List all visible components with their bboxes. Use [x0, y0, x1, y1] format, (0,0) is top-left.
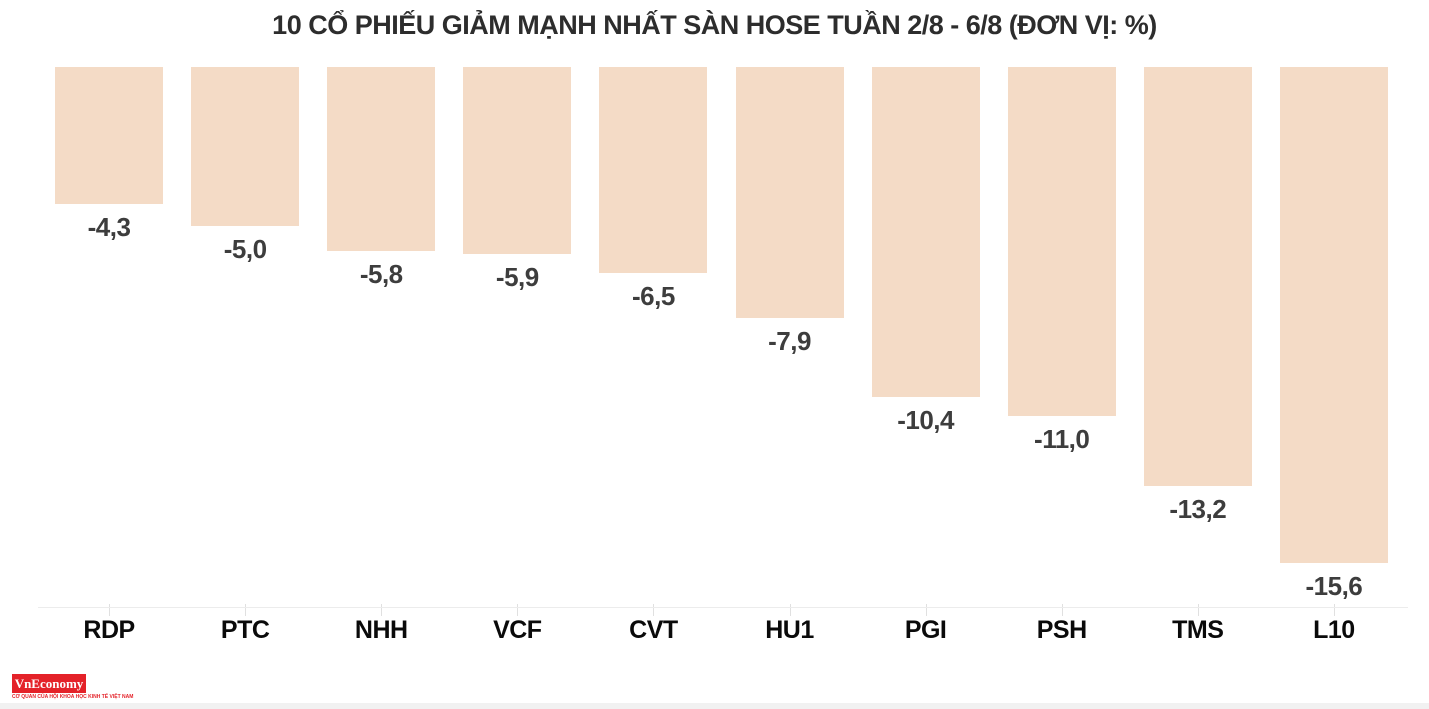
bar-group-tms: -13,2	[1130, 67, 1266, 616]
bar	[599, 67, 708, 273]
category-label: CVT	[629, 616, 678, 644]
page-bottom-edge	[0, 703, 1429, 709]
value-label: -5,9	[495, 262, 539, 292]
axis-tick	[517, 604, 519, 616]
value-label: -10,4	[897, 405, 954, 435]
bar-group-cvt: -6,5	[585, 67, 721, 616]
bar	[735, 67, 844, 318]
axis-tick	[1197, 604, 1199, 616]
vneconomy-logo-text: VnEconomy	[14, 675, 84, 691]
value-label: -5,0	[223, 234, 267, 264]
axis-tick	[653, 604, 655, 616]
bar-group-nhh: -5,8	[313, 67, 449, 616]
vneconomy-logo-tagline: CƠ QUAN CỦA HỘI KHOA HỌC KINH TẾ VIỆT NA…	[12, 694, 134, 700]
axis-tick	[381, 604, 383, 616]
bar	[463, 67, 572, 254]
category-label: PGI	[904, 616, 947, 644]
value-label: -7,9	[768, 326, 811, 356]
bar-group-ptc: -5,0	[177, 67, 313, 616]
value-label: -5,8	[359, 259, 403, 289]
bar	[55, 67, 164, 204]
bar	[327, 67, 436, 251]
bar	[871, 67, 980, 397]
bar-group-psh: -11,0	[994, 67, 1130, 616]
category-label: PSH	[1036, 616, 1087, 644]
category-label: NHH	[354, 616, 408, 644]
category-label: RDP	[83, 616, 135, 644]
axis-tick	[1333, 604, 1335, 616]
category-label: PTC	[220, 616, 270, 644]
value-label: -11,0	[1034, 424, 1090, 454]
category-label: HU1	[765, 616, 814, 644]
bar	[1007, 67, 1116, 416]
axis-tick	[1061, 604, 1063, 616]
x-axis-labels: RDP PTC NHH VCF CVT HU1 PGI PSH TMS L10	[41, 616, 1402, 645]
vneconomy-logo: VnEconomy CƠ QUAN CỦA HỘI KHOA HỌC KINH …	[12, 674, 134, 700]
axis-tick	[789, 604, 791, 616]
bar-group-vcf: -5,9	[449, 67, 585, 616]
value-label: -6,5	[632, 281, 675, 311]
category-label: L10	[1313, 616, 1355, 644]
bar-group-rdp: -4,3	[41, 67, 177, 616]
vneconomy-logo-box: VnEconomy	[12, 674, 86, 693]
plot-area: -4,3 -5,0 -5,8 -5,9 -6,5 -7,9 -10,4 -11,0 -13,2 -…	[41, 67, 1402, 616]
x-axis-line	[38, 607, 1408, 608]
bar	[191, 67, 300, 226]
axis-tick	[245, 604, 247, 616]
bar-group-hu1: -7,9	[721, 67, 857, 616]
bar-group-pgi: -10,4	[858, 67, 994, 616]
category-label: TMS	[1172, 616, 1224, 644]
axis-tick	[109, 604, 111, 616]
bar	[1279, 67, 1388, 563]
value-label: -13,2	[1169, 494, 1227, 524]
axis-tick	[925, 604, 927, 616]
bar-group-l10: -15,6	[1266, 67, 1402, 616]
value-label: -4,3	[87, 212, 131, 242]
bar	[1143, 67, 1252, 486]
chart-title: 10 CỔ PHIẾU GIẢM MẠNH NHẤT SÀN HOSE TUẦN…	[272, 10, 1157, 40]
value-label: -15,6	[1305, 571, 1363, 601]
category-label: VCF	[493, 616, 542, 644]
